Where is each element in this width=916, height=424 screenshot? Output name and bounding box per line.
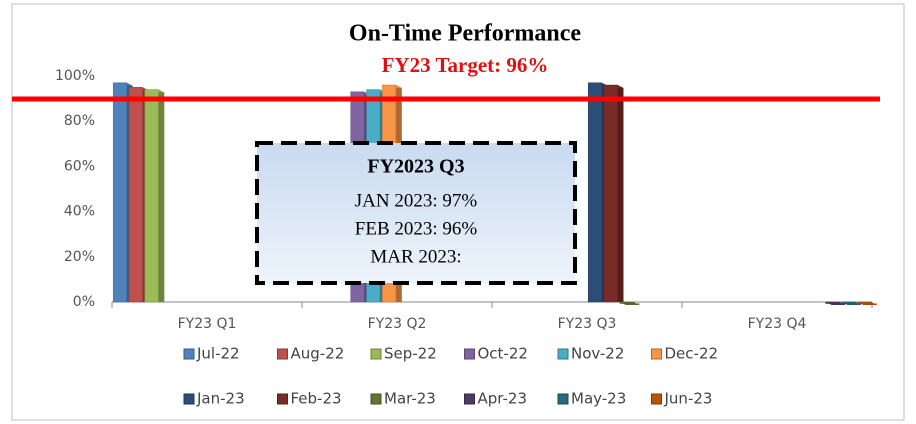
legend-label: Mar-23 [384,390,436,408]
x-tick-label: FY23 Q1 [178,316,237,332]
bar-face [144,89,159,303]
legend-swatch [557,393,569,405]
chart-title: On-Time Performance [349,21,581,47]
y-tick-label: 60% [64,158,95,174]
bar-side [617,85,624,302]
legend-label: Apr-23 [478,390,528,408]
x-tick-label: FY23 Q3 [558,316,617,332]
legend-swatch [651,393,662,405]
bar [144,89,165,303]
annotation: FY2023 Q3 JAN 2023: 97% FEB 2023: 96% MA… [255,141,577,285]
bar [857,301,877,305]
bar-face [841,301,856,304]
chart-subtitle: FY23 Target: 96% [382,53,549,77]
bar-face [857,301,872,304]
legend-swatch [277,348,288,360]
bar-face [603,84,618,303]
bar [603,84,624,303]
y-tick-label: 40% [64,204,95,220]
y-tick-label: 20% [64,249,95,265]
legend-label: Dec-22 [665,345,719,363]
legend-label: Jan-23 [196,390,245,408]
legend-label: Feb-23 [291,390,342,408]
y-tick-label: 80% [64,113,95,129]
annotation-line: MAR 2023: [370,246,461,267]
bar-face [619,301,634,304]
legend-swatch [370,348,382,360]
legend-label: Jul-22 [196,345,240,363]
bar-face [112,82,127,303]
legend-swatch [464,393,475,405]
legend-label: May-23 [571,390,626,408]
legend-swatch [183,393,195,405]
bar-face [825,301,840,304]
annotation-box [255,141,577,285]
legend-swatch [464,348,475,360]
legend-swatch [557,348,569,360]
y-tick-label: 100% [55,68,95,84]
bar-side [158,89,165,302]
legend-swatch [370,393,382,405]
legend-swatch [277,393,288,405]
x-tick-label: FY23 Q4 [748,316,807,332]
bar [619,301,640,305]
legend-label: Aug-22 [291,345,345,363]
legend-swatch [183,348,195,360]
y-tick-label: 0% [73,294,95,310]
bar-face [587,82,602,303]
legend-label: Nov-22 [571,345,624,363]
legend-swatch [651,348,662,360]
annotation-heading: FY2023 Q3 [367,156,464,178]
annotation-line: FEB 2023: 96% [355,218,478,239]
x-tick-label: FY23 Q2 [368,316,427,332]
legend-label: Jun-23 [664,390,713,408]
legend-label: Oct-22 [478,345,528,363]
bar-face [128,87,143,303]
legend-label: Sep-22 [384,345,437,363]
annotation-line: JAN 2023: 97% [355,190,478,211]
